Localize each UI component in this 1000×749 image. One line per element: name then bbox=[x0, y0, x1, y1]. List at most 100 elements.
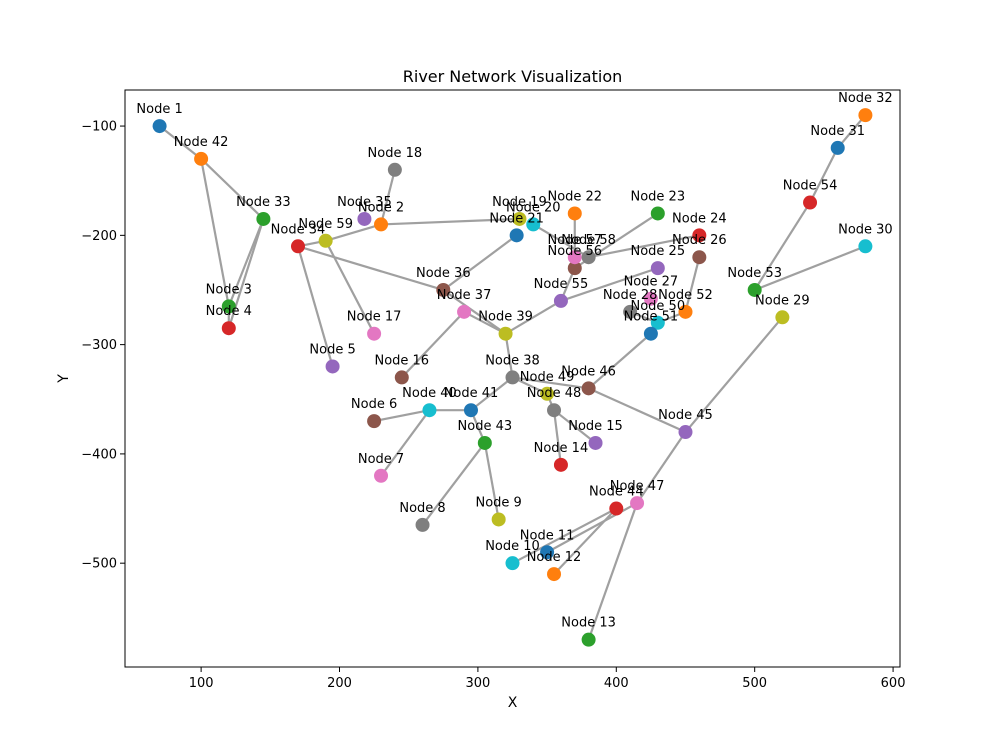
x-tick-label-200: 200 bbox=[327, 676, 352, 691]
node-label-13: Node 13 bbox=[561, 616, 616, 631]
edges-layer bbox=[158, 114, 867, 641]
node-label-45: Node 45 bbox=[658, 408, 713, 423]
node-label-2: Node 2 bbox=[358, 200, 404, 215]
node-label-3: Node 3 bbox=[206, 282, 252, 297]
node-label-26: Node 26 bbox=[672, 233, 727, 248]
node-label-59: Node 59 bbox=[298, 217, 353, 232]
node-label-47: Node 47 bbox=[610, 479, 665, 494]
edge-2-19 bbox=[380, 217, 520, 226]
node-label-55: Node 55 bbox=[534, 277, 589, 292]
node-label-19: Node 19 bbox=[492, 195, 547, 210]
node-label-56: Node 56 bbox=[547, 244, 602, 259]
node-point-41 bbox=[463, 403, 478, 418]
edge-34-36 bbox=[297, 245, 444, 292]
edge-58-24 bbox=[588, 234, 700, 259]
node-label-12: Node 12 bbox=[527, 550, 582, 565]
node-point-6 bbox=[367, 414, 382, 429]
node-point-25 bbox=[650, 261, 665, 276]
edge-55-25 bbox=[560, 267, 659, 302]
edge-48-15 bbox=[553, 409, 597, 444]
node-label-46: Node 46 bbox=[561, 364, 616, 379]
node-point-45 bbox=[678, 425, 693, 440]
node-label-44: Node 44 bbox=[589, 485, 644, 500]
node-point-15 bbox=[588, 435, 603, 450]
node-point-24 bbox=[692, 228, 707, 243]
x-axis-ticks: 100 200 300 400 500 600 bbox=[189, 667, 906, 691]
nodes-layer bbox=[152, 108, 873, 647]
node-label-35: Node 35 bbox=[337, 195, 392, 210]
node-label-37: Node 37 bbox=[437, 288, 492, 303]
node-point-1 bbox=[152, 119, 167, 134]
node-point-23 bbox=[650, 206, 665, 221]
edge-42-33 bbox=[200, 158, 265, 220]
y-tick-label--500: −500 bbox=[81, 557, 117, 572]
node-point-8 bbox=[415, 517, 430, 532]
node-point-17 bbox=[367, 326, 382, 341]
edge-40-6 bbox=[373, 409, 430, 423]
node-label-16: Node 16 bbox=[374, 353, 429, 368]
node-label-28: Node 28 bbox=[603, 288, 658, 303]
edge-54-31 bbox=[809, 147, 839, 204]
node-label-29: Node 29 bbox=[755, 293, 810, 308]
edge-39-55 bbox=[505, 299, 562, 335]
node-label-22: Node 22 bbox=[547, 189, 602, 204]
node-point-27 bbox=[643, 291, 658, 306]
node-point-59 bbox=[318, 233, 333, 248]
node-label-54: Node 54 bbox=[783, 179, 838, 194]
x-tick-label-600: 600 bbox=[881, 676, 906, 691]
node-label-25: Node 25 bbox=[631, 244, 686, 259]
node-label-42: Node 42 bbox=[174, 135, 229, 150]
edge-39-38 bbox=[504, 333, 514, 378]
edge-46-45 bbox=[588, 387, 686, 434]
x-tick-label-500: 500 bbox=[742, 676, 767, 691]
edge-47-13 bbox=[587, 502, 639, 641]
y-axis-label: Y bbox=[56, 374, 72, 384]
chart-title: River Network Visualization bbox=[403, 67, 623, 86]
node-point-44 bbox=[609, 501, 624, 516]
node-point-28 bbox=[623, 304, 638, 319]
edge-43-8 bbox=[421, 442, 486, 526]
node-point-26 bbox=[692, 250, 707, 265]
node-label-43: Node 43 bbox=[458, 419, 513, 434]
node-label-40: Node 40 bbox=[402, 386, 457, 401]
node-point-29 bbox=[775, 310, 790, 325]
node-point-47 bbox=[630, 496, 645, 511]
node-label-23: Node 23 bbox=[631, 189, 686, 204]
x-axis-label: X bbox=[508, 695, 518, 711]
node-label-27: Node 27 bbox=[624, 275, 679, 290]
node-point-37 bbox=[457, 304, 472, 319]
node-point-9 bbox=[491, 512, 506, 527]
node-point-32 bbox=[858, 108, 873, 123]
node-point-30 bbox=[858, 239, 873, 254]
node-label-52: Node 52 bbox=[658, 288, 713, 303]
x-tick-label-300: 300 bbox=[465, 676, 490, 691]
node-point-14 bbox=[553, 457, 568, 472]
node-point-5 bbox=[325, 359, 340, 374]
edge-36-39 bbox=[442, 289, 507, 335]
node-point-2 bbox=[374, 217, 389, 232]
edge-20-58 bbox=[532, 223, 590, 259]
node-labels-layer: Node 1 Node 2 Node 3 Node 4 Node 5 Node 6 Node… bbox=[136, 91, 892, 631]
x-tick-label-100: 100 bbox=[189, 676, 214, 691]
node-label-10: Node 10 bbox=[485, 539, 540, 554]
edge-48-14 bbox=[552, 410, 563, 465]
edge-38-46 bbox=[512, 376, 589, 390]
node-point-13 bbox=[581, 632, 596, 647]
node-label-36: Node 36 bbox=[416, 266, 471, 281]
plot-frame bbox=[124, 89, 901, 668]
node-point-10 bbox=[505, 556, 520, 571]
y-tick-label--400: −400 bbox=[81, 447, 117, 462]
node-label-57: Node 57 bbox=[547, 233, 602, 248]
edge-46-51 bbox=[587, 332, 652, 390]
node-point-55 bbox=[553, 293, 568, 308]
node-label-9: Node 9 bbox=[475, 495, 521, 510]
node-point-18 bbox=[387, 162, 402, 177]
node-point-43 bbox=[477, 435, 492, 450]
node-point-16 bbox=[394, 370, 409, 385]
node-label-32: Node 32 bbox=[838, 91, 893, 106]
node-label-50: Node 50 bbox=[631, 299, 686, 314]
y-tick-label--100: −100 bbox=[81, 120, 117, 135]
node-label-1: Node 1 bbox=[136, 102, 182, 117]
edge-37-16 bbox=[400, 311, 465, 379]
